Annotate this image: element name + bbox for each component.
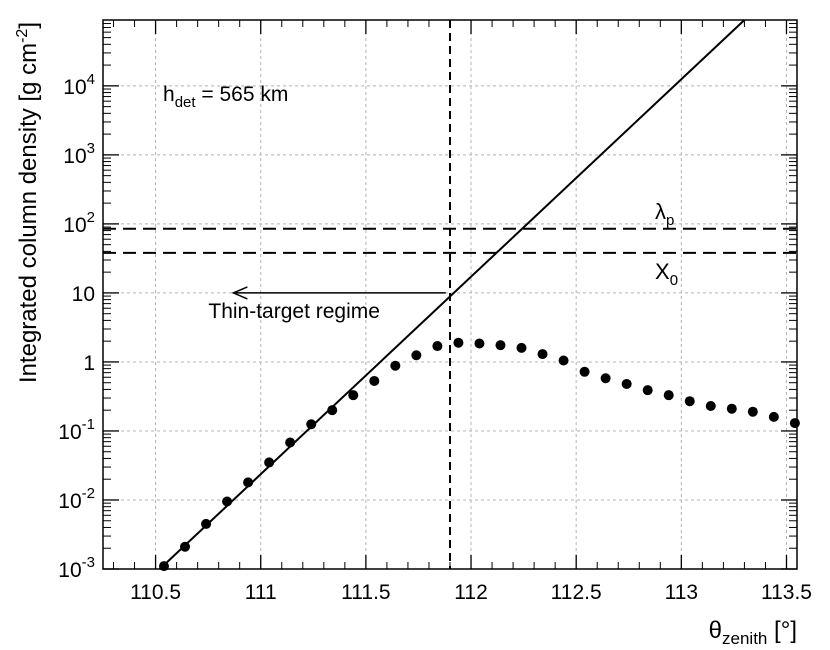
data-point — [726, 403, 737, 414]
data-point — [264, 457, 275, 468]
data-point — [306, 419, 317, 430]
thin-target-arrow — [231, 286, 446, 300]
x-tick-label: 112.5 — [551, 581, 602, 604]
data-point — [558, 355, 569, 366]
data-point — [495, 340, 506, 351]
y-tick-label: 10-3 — [58, 554, 95, 582]
arrow-head — [231, 286, 248, 300]
data-point — [537, 349, 548, 360]
data-point — [180, 541, 191, 552]
x-tick-label: 111 — [245, 581, 277, 604]
detector-altitude-label: hdet = 565 km — [163, 83, 288, 111]
data-points — [158, 337, 800, 572]
y-tick-label: 102 — [63, 209, 95, 237]
data-point — [705, 400, 716, 411]
data-point — [768, 411, 779, 422]
data-point — [789, 418, 800, 429]
data-point — [327, 405, 338, 416]
data-point — [747, 406, 758, 417]
data-point — [516, 342, 527, 353]
data-point — [390, 360, 401, 371]
data-point — [453, 337, 464, 348]
x-tick-label: 111.5 — [341, 581, 390, 604]
data-point — [201, 518, 212, 529]
x-tick-label: 113.5 — [761, 581, 812, 604]
x0-label: X0 — [655, 259, 678, 289]
axis-ticks — [103, 19, 797, 570]
fit-line — [159, 19, 746, 570]
data-point — [348, 390, 359, 401]
data-point — [684, 396, 695, 407]
data-point — [285, 437, 296, 448]
y-tick-label: 10-1 — [58, 416, 95, 444]
y-axis-title: Integrated column density [g cm-2] — [14, 22, 42, 383]
data-point — [579, 366, 590, 377]
reference-lines — [103, 20, 797, 569]
data-point — [222, 496, 233, 507]
data-point — [621, 378, 632, 389]
data-point — [474, 338, 485, 349]
lambda-p-label: λp — [655, 199, 674, 229]
thin-target-regime-label: Thin-target regime — [208, 300, 380, 323]
data-point — [411, 350, 422, 361]
fit-line-group — [159, 19, 746, 570]
x-tick-label: 110.5 — [130, 581, 181, 604]
data-point — [642, 385, 653, 396]
x-axis-title: θzenith [°] — [709, 617, 797, 648]
data-point — [432, 341, 443, 352]
y-tick-label: 104 — [63, 71, 95, 99]
data-point — [369, 375, 380, 386]
data-point — [600, 373, 611, 384]
x-tick-label: 113 — [665, 581, 698, 604]
axis-tick-labels: 110.5 111 111.5 112 112.5 113 113.5 10-3 10-2 10-… — [58, 71, 812, 604]
y-tick-label: 1 — [83, 352, 95, 375]
data-point — [663, 390, 674, 401]
x-tick-label: 112 — [454, 581, 487, 604]
y-tick-label: 10-2 — [58, 485, 95, 513]
data-point — [243, 477, 254, 488]
grid — [103, 20, 797, 569]
y-tick-label: 103 — [63, 140, 95, 168]
y-tick-label: 10 — [72, 283, 95, 306]
